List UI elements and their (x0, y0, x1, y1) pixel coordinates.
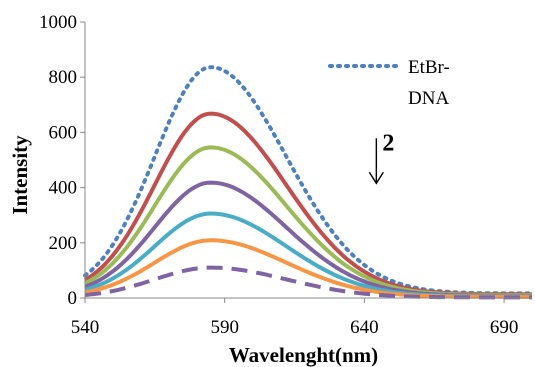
legend-label-line2: DNA (408, 88, 449, 109)
axis-ticks: 0 200 400 600 800 1000 540 590 640 690 (39, 12, 518, 338)
series-line-7 (84, 265, 532, 300)
x-tick-label: 540 (71, 317, 100, 338)
x-tick-label: 640 (350, 317, 379, 338)
series-lines (83, 65, 534, 300)
y-tick-label: 1000 (39, 12, 77, 33)
legend-label-line1: EtBr- (408, 57, 450, 78)
y-tick-label: 400 (49, 178, 78, 199)
y-tick-label: 200 (49, 233, 78, 254)
annotation-label: 2 (382, 130, 394, 156)
y-axis-title: Intensity (8, 135, 32, 215)
series-line-2 (83, 111, 532, 297)
y-tick-label: 800 (49, 67, 78, 88)
x-tick-label: 590 (210, 317, 239, 338)
x-axis-title: Wavelenght(nm) (229, 343, 378, 367)
arrow-head (368, 171, 384, 185)
y-tick-label: 600 (49, 122, 78, 143)
x-tick-label: 690 (490, 317, 519, 338)
y-tick-label: 0 (68, 288, 78, 309)
down-arrow-icon (368, 138, 384, 185)
